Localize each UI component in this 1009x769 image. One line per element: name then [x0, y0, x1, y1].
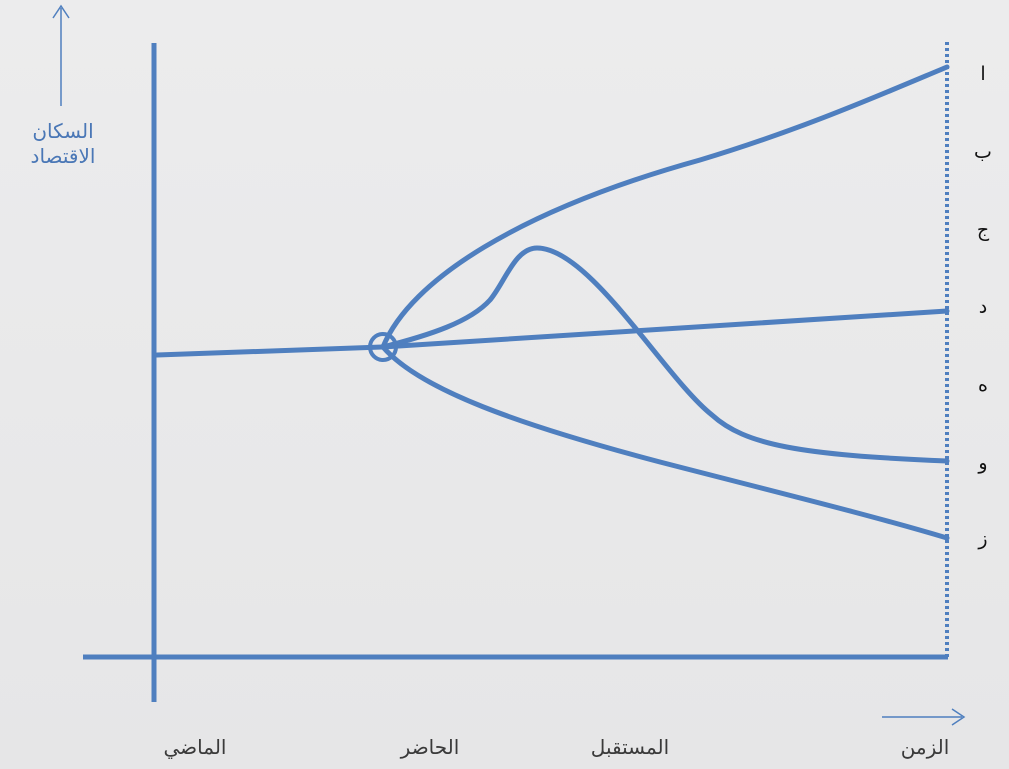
scenario-label-7: ز: [978, 528, 988, 550]
y-arrow-head: [52, 4, 70, 19]
scenario-label-1: ا: [980, 63, 986, 85]
x-axis-label: الزمن: [900, 735, 950, 759]
x-tick-past: الماضي: [163, 735, 227, 759]
y-axis-label-line2: الاقتصاد: [30, 144, 96, 168]
scenario-label-6: و: [978, 452, 988, 474]
x-tick-future: المستقبل: [590, 735, 670, 759]
present-point: [368, 332, 398, 362]
past-trend-line: [154, 344, 386, 358]
y-axis-label: السكان الاقتصاد: [8, 121, 118, 166]
scenario-line-2: [380, 308, 950, 350]
x-arrow-head: [951, 708, 966, 726]
scenario-line-1: [380, 64, 950, 350]
scenario-label-2: ب: [974, 141, 992, 163]
y-axis-label-line1: السكان: [32, 119, 94, 143]
scenario-line-4: [380, 344, 950, 541]
scenario-label-3: ج: [976, 219, 990, 241]
scenario-label-4: د: [978, 296, 988, 318]
scenario-line-3: [380, 245, 950, 464]
x-tick-present: الحاضر: [400, 735, 460, 759]
scenario-label-5: ه: [978, 374, 988, 396]
